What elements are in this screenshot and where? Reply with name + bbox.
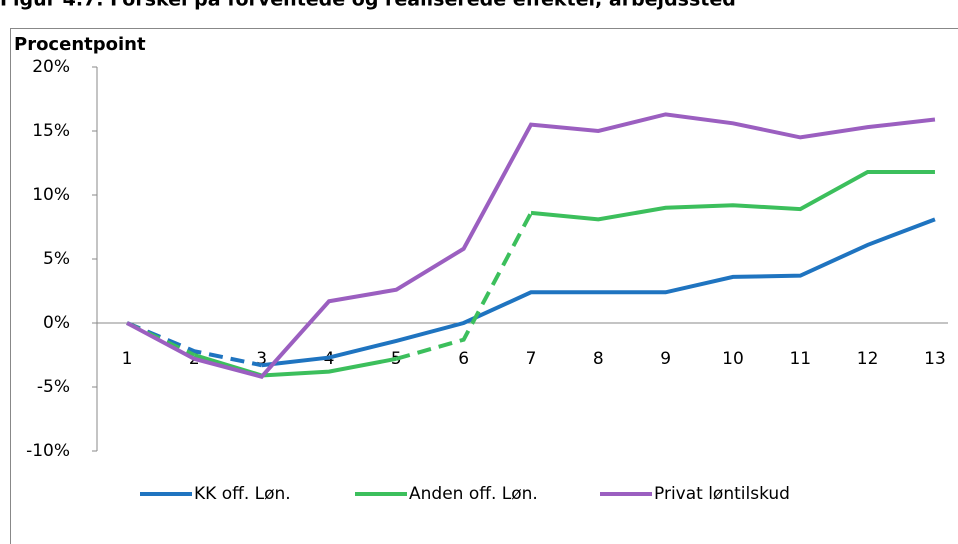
y-tick-label: 0%	[43, 313, 70, 333]
series-line	[261, 217, 936, 368]
x-tick-label: 12	[857, 349, 879, 369]
y-tick-label: 15%	[32, 121, 70, 141]
x-tick-label: 3	[256, 349, 267, 369]
x-tick-label: 11	[789, 349, 811, 369]
y-axis-label: Procentpoint	[14, 34, 146, 55]
x-tick-label: 6	[458, 349, 469, 369]
chart-frame	[10, 28, 958, 544]
x-tick-label: 1	[122, 349, 133, 369]
legend-label: Anden off. Løn.	[409, 484, 538, 504]
legend-label: Privat løntilskud	[654, 484, 790, 504]
y-tick-label: 5%	[43, 249, 70, 269]
x-tick-label: 7	[526, 349, 537, 369]
y-tick-label: 10%	[32, 185, 70, 205]
series-line	[193, 353, 397, 378]
y-tick-label: 20%	[32, 57, 70, 77]
x-tick-label: 13	[924, 349, 946, 369]
legend-label: KK off. Løn.	[194, 484, 291, 504]
x-tick-label: 8	[593, 349, 604, 369]
y-tick-label: -5%	[37, 377, 70, 397]
y-tick-label: -10%	[26, 441, 70, 461]
series-line	[126, 112, 936, 380]
series-line	[395, 211, 533, 361]
series-line	[530, 169, 935, 222]
x-tick-label: 10	[722, 349, 744, 369]
x-tick-label: 9	[660, 349, 671, 369]
chart-title: Figur 4.7. Forskel på forventede og real…	[0, 0, 736, 11]
